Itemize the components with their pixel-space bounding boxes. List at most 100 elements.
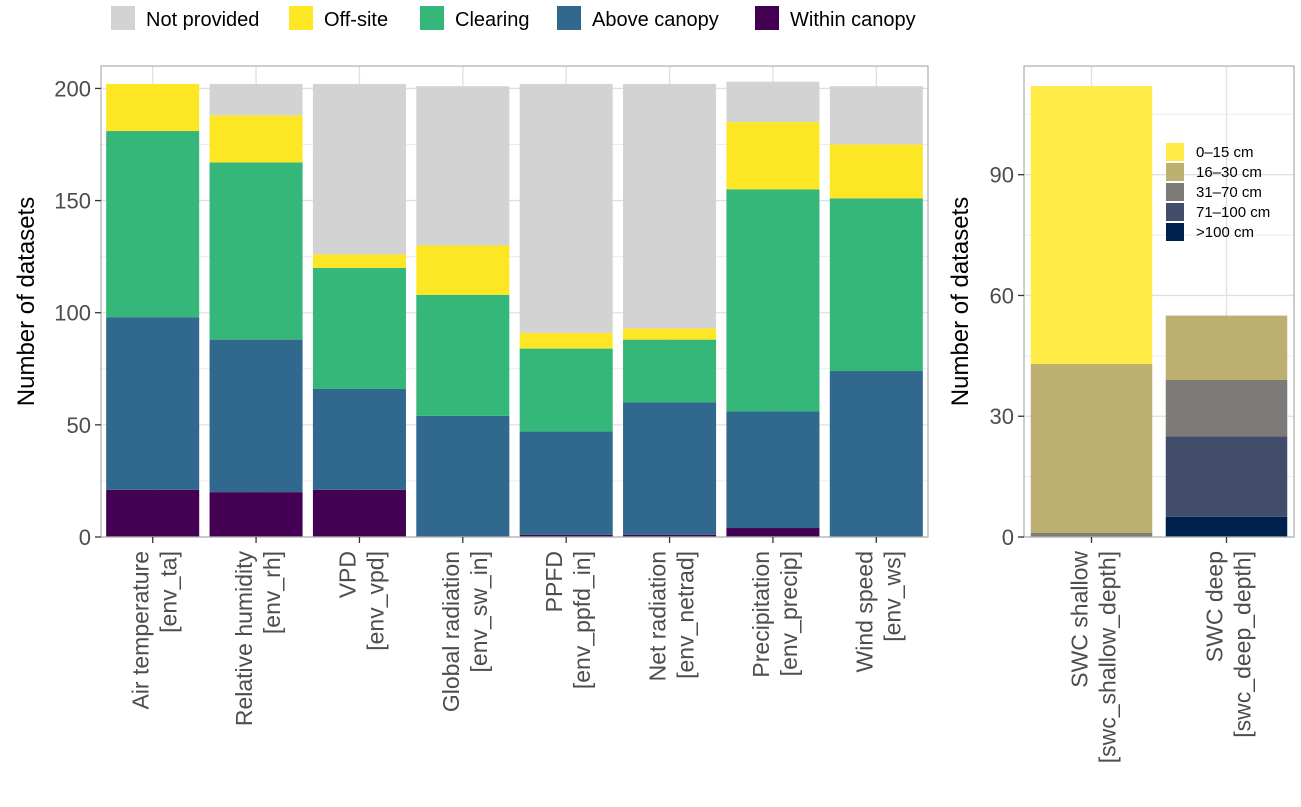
- bar-segment: [416, 294, 510, 416]
- bar-segment: [623, 83, 717, 329]
- bar-segment: [623, 402, 717, 535]
- x-tick-label-line: [env_ppfd_in]: [569, 551, 595, 689]
- y-tick-label: 60: [990, 283, 1014, 308]
- bar-segment: [519, 332, 613, 349]
- x-tick-label-line: Wind speed: [851, 551, 877, 672]
- bar-segment: [209, 83, 303, 116]
- x-tick-label-line: [env_ta]: [156, 551, 182, 633]
- bar-segment: [726, 411, 820, 529]
- bar-segment: [1030, 86, 1153, 364]
- legend-swatch: [1166, 163, 1184, 181]
- x-tick-label-line: [env_vpd]: [362, 551, 388, 651]
- bar-segment: [1165, 516, 1288, 537]
- legend-swatch: [755, 6, 779, 30]
- x-tick-label-line: SWC shallow: [1067, 551, 1093, 688]
- y-axis-title: Number of datasets: [13, 197, 40, 406]
- legend-label: 71–100 cm: [1196, 204, 1270, 221]
- bar-segment: [312, 83, 406, 255]
- bar-segment: [623, 339, 717, 403]
- plot-border: [100, 65, 929, 538]
- x-tick-label: Air temperature[env_ta]: [128, 551, 182, 710]
- x-tick-label: Global radiation[env_sw_in]: [438, 551, 492, 712]
- bar-segment: [519, 83, 613, 333]
- bar-segment: [312, 267, 406, 389]
- bar-segment: [1165, 380, 1288, 437]
- bar-segment: [623, 534, 717, 537]
- x-tick-label-line: [env_precip]: [776, 551, 802, 676]
- legend-label: 0–15 cm: [1196, 144, 1254, 161]
- bar-segment: [1030, 363, 1153, 533]
- x-tick-label: PPFD[env_ppfd_in]: [541, 551, 595, 689]
- bar-segment: [829, 86, 923, 145]
- bar-segment: [1165, 315, 1288, 380]
- x-tick-label-line: [env_ws]: [879, 551, 905, 642]
- bar-segment: [726, 122, 820, 190]
- y-axis-title: Number of datasets: [947, 197, 974, 406]
- legend-swatch: [1166, 183, 1184, 201]
- y-tick-label: 30: [990, 404, 1014, 429]
- x-tick-label: Wind speed[env_ws]: [851, 551, 905, 672]
- legend-label: 31–70 cm: [1196, 184, 1262, 201]
- bar-segment: [829, 198, 923, 372]
- y-tick-label: 200: [54, 76, 91, 101]
- x-tick-label-line: [env_sw_in]: [466, 551, 492, 672]
- legend-swatch: [111, 6, 135, 30]
- x-tick-label: Relative humidity[env_rh]: [231, 551, 285, 727]
- bar-segment: [416, 245, 510, 295]
- bar-segment: [312, 254, 406, 268]
- x-tick-label: Precipitation[env_precip]: [748, 551, 802, 678]
- x-tick-label: SWC deep[swc_deep_depth]: [1202, 551, 1256, 738]
- y-tick-label: 0: [1002, 525, 1014, 550]
- legend-swatch: [1166, 203, 1184, 221]
- x-tick-label: SWC shallow[swc_shallow_depth]: [1067, 551, 1121, 764]
- x-tick-label-line: Air temperature: [128, 551, 154, 710]
- x-tick-label-line: [env_rh]: [259, 551, 285, 634]
- legend-label: >100 cm: [1196, 224, 1254, 241]
- bar-segment: [416, 415, 510, 537]
- bar-segment: [106, 131, 200, 318]
- bar-segment: [1165, 436, 1288, 517]
- legend-label: Clearing: [455, 9, 529, 31]
- bar-segment: [1030, 532, 1153, 537]
- legend-swatch: [1166, 143, 1184, 161]
- bar-segment: [726, 81, 820, 123]
- bar-segment: [829, 144, 923, 199]
- x-tick-label-line: Global radiation: [438, 551, 464, 712]
- x-tick-label-line: PPFD: [541, 551, 567, 612]
- bar-segment: [726, 189, 820, 412]
- legend-swatch: [1166, 223, 1184, 241]
- x-tick-label-line: VPD: [334, 551, 360, 598]
- bar-segment: [106, 489, 200, 537]
- bar-segment: [829, 371, 923, 537]
- x-tick-label-line: SWC deep: [1202, 551, 1228, 662]
- x-tick-label: VPD[env_vpd]: [334, 551, 388, 651]
- legend-label: Above canopy: [592, 9, 719, 31]
- bar-segment: [209, 162, 303, 340]
- bar-segment: [209, 339, 303, 493]
- x-tick-label: Net radiation[env_netrad]: [645, 551, 699, 681]
- bar-segment: [106, 317, 200, 490]
- x-tick-label-line: Relative humidity: [231, 551, 257, 727]
- x-tick-label-line: Precipitation: [748, 551, 774, 678]
- x-tick-label-line: Net radiation: [645, 551, 671, 681]
- chart-panel-variables: 0 50 100 150 200 Number of datasets Air temper…: [13, 6, 929, 727]
- x-tick-label-line: [swc_deep_depth]: [1230, 551, 1256, 738]
- bar-segment: [106, 83, 200, 132]
- y-tick-label: 100: [54, 301, 91, 326]
- bar-segment: [312, 489, 406, 537]
- legend-label: Not provided: [146, 9, 259, 31]
- bar-segment: [416, 86, 510, 246]
- x-tick-label-line: [env_netrad]: [673, 551, 699, 679]
- legend-swatch: [420, 6, 444, 30]
- legend-label: 16–30 cm: [1196, 164, 1262, 181]
- legend-label: Off-site: [324, 9, 388, 31]
- y-tick-label: 90: [990, 163, 1014, 188]
- y-tick-label: 0: [79, 525, 91, 550]
- bar-segment: [519, 534, 613, 537]
- bar-segment: [726, 528, 820, 537]
- plot-border: [1023, 65, 1295, 538]
- bar-segment: [519, 348, 613, 432]
- y-tick-label: 50: [67, 413, 91, 438]
